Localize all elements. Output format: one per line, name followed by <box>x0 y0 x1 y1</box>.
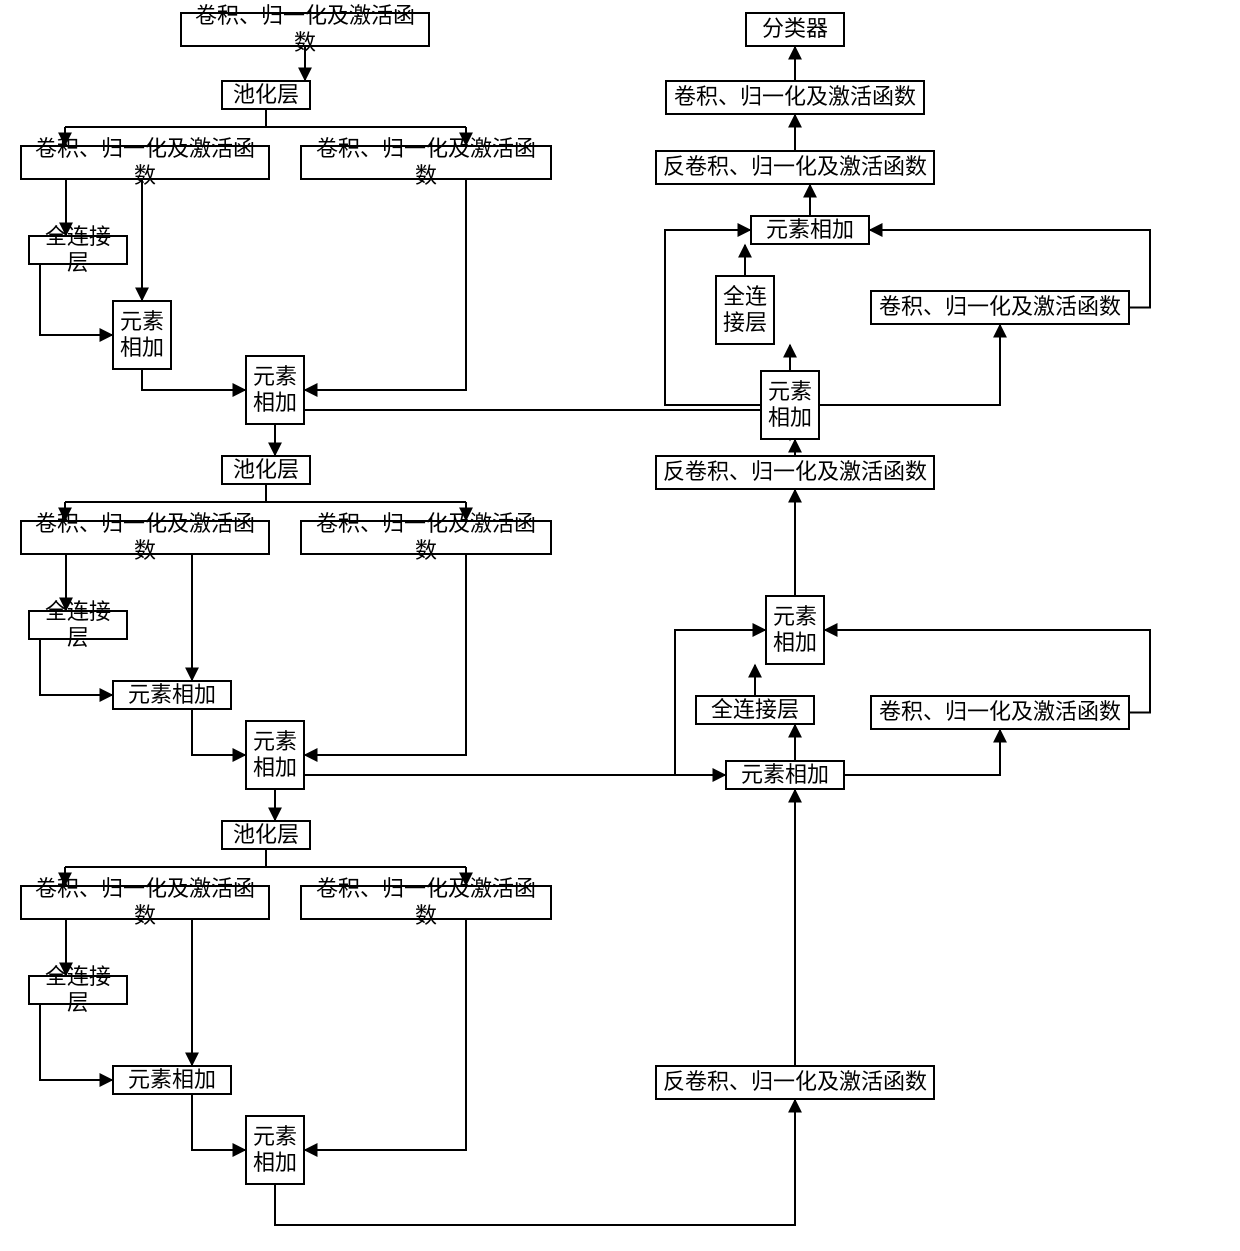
node-n5: 全连接层 <box>28 235 128 265</box>
node-n3: 卷积、归一化及激活函数 <box>20 145 270 180</box>
node-n16: 卷积、归一化及激活函数 <box>300 885 552 920</box>
node-n2: 池化层 <box>221 80 311 110</box>
neural-net-flowchart: 卷积、归一化及激活函数池化层卷积、归一化及激活函数卷积、归一化及激活函数全连接层… <box>0 0 1240 1251</box>
node-r_deconv1: 反卷积、归一化及激活函数 <box>655 150 935 185</box>
node-r_add4: 元素相加 <box>725 760 845 790</box>
node-n4: 卷积、归一化及激活函数 <box>300 145 552 180</box>
node-n18: 元素相加 <box>112 1065 232 1095</box>
node-n13: 元素相加 <box>245 720 305 790</box>
node-n7: 元素相加 <box>245 355 305 425</box>
node-n14: 池化层 <box>221 820 311 850</box>
node-n15: 卷积、归一化及激活函数 <box>20 885 270 920</box>
node-r_add1: 元素相加 <box>750 215 870 245</box>
node-r_fc2: 全连接层 <box>695 695 815 725</box>
node-r_add3: 元素相加 <box>765 595 825 665</box>
node-r_deconv2: 反卷积、归一化及激活函数 <box>655 455 935 490</box>
node-r_conv_b1: 卷积、归一化及激活函数 <box>870 290 1130 325</box>
node-n11: 全连接层 <box>28 610 128 640</box>
node-n6: 元素相加 <box>112 300 172 370</box>
node-r_conv_b2: 卷积、归一化及激活函数 <box>870 695 1130 730</box>
node-n1: 卷积、归一化及激活函数 <box>180 12 430 47</box>
node-n8: 池化层 <box>221 455 311 485</box>
node-r_add2: 元素相加 <box>760 370 820 440</box>
node-r_deconv3: 反卷积、归一化及激活函数 <box>655 1065 935 1100</box>
node-r_classifier: 分类器 <box>745 12 845 47</box>
node-n19: 元素相加 <box>245 1115 305 1185</box>
node-n9: 卷积、归一化及激活函数 <box>20 520 270 555</box>
node-n12: 元素相加 <box>112 680 232 710</box>
node-r_fc1: 全连接层 <box>715 275 775 345</box>
node-r_conv1: 卷积、归一化及激活函数 <box>665 80 925 115</box>
node-n10: 卷积、归一化及激活函数 <box>300 520 552 555</box>
node-n17: 全连接层 <box>28 975 128 1005</box>
